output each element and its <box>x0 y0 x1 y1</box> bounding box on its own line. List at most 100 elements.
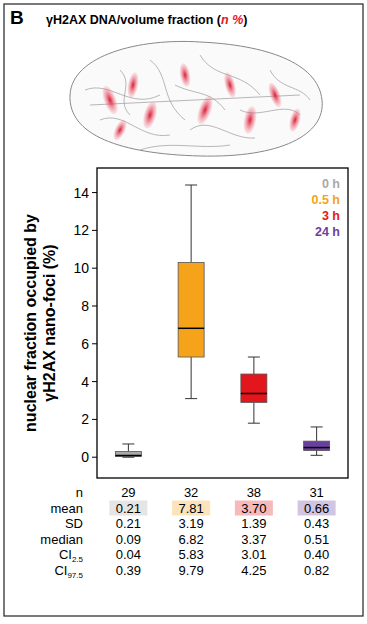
mean-highlight <box>109 501 147 516</box>
whisker-cap <box>185 185 197 186</box>
stats-row-sub: 2.5 <box>72 555 84 564</box>
y-tick <box>92 457 97 458</box>
legend-entry: 0 h <box>322 177 340 191</box>
stats-cell: 0.09 <box>116 532 141 547</box>
foci <box>111 118 129 142</box>
y-axis-title-line: nuclear fraction occupied by <box>22 214 39 432</box>
whisker-high <box>128 444 129 452</box>
foci <box>194 94 216 126</box>
stats-cell: 0.66 <box>304 501 329 516</box>
stats-row-label: SD <box>65 516 83 531</box>
whisker-high <box>316 427 317 441</box>
stats-cell: 38 <box>247 485 261 500</box>
y-tick <box>92 192 97 193</box>
median-line <box>115 455 141 457</box>
y-tick <box>92 305 97 306</box>
y-tick-label: 10 <box>73 260 89 276</box>
whisker-high <box>253 357 254 374</box>
y-tick-label: 4 <box>81 374 89 390</box>
chromatin-line <box>100 118 170 136</box>
y-axis-title-line: γH2AX nano-foci (%) <box>41 244 58 401</box>
legend-entry: 0.5 h <box>312 193 341 207</box>
chromatin-line <box>175 85 225 110</box>
mean-highlight <box>172 501 210 516</box>
figure: BγH2AX DNA/volume fraction (n %) 0 2 4 6 8 10 1… <box>0 0 367 624</box>
stats-cell: 7.81 <box>178 501 203 516</box>
stats-cell: 6.82 <box>178 532 203 547</box>
whisker-cap <box>122 443 134 444</box>
y-tick <box>92 268 97 269</box>
box <box>115 452 141 457</box>
whisker-cap <box>122 457 134 458</box>
panel-letter: B <box>10 7 24 28</box>
stats-row-label: median <box>40 532 83 547</box>
y-tick <box>92 381 97 382</box>
foci <box>266 81 284 109</box>
stats-row-label: CI97.5 <box>54 563 83 580</box>
y-tick-label: 6 <box>81 336 89 352</box>
chromatin-line <box>90 95 300 105</box>
stats-cell: 0.04 <box>116 547 141 562</box>
stats-cell: 0.82 <box>304 563 329 578</box>
box <box>178 263 204 358</box>
chromatin-line <box>140 145 230 150</box>
title-part: ) <box>243 13 247 27</box>
plot-frame <box>97 168 348 478</box>
box <box>304 441 330 450</box>
median-line <box>304 447 330 449</box>
y-tick <box>92 230 97 231</box>
stats-cell: 0.21 <box>116 501 141 516</box>
whisker-cap <box>248 423 260 424</box>
foci <box>141 100 160 130</box>
stats-cell: 0.39 <box>116 563 141 578</box>
y-axis-title: nuclear fraction occupied byγH2AX nano-f… <box>22 214 58 432</box>
stats-cell: 4.25 <box>241 563 266 578</box>
stats-cell: 32 <box>184 485 198 500</box>
stats-cell: 3.19 <box>178 516 203 531</box>
y-tick-label: 12 <box>73 222 89 238</box>
stats-cell: 5.83 <box>178 547 203 562</box>
mean-highlight <box>235 501 273 516</box>
legend-entry: 24 h <box>315 225 340 239</box>
stats-cell: 0.40 <box>304 547 329 562</box>
nucleus-illustration <box>70 41 322 156</box>
chromatin-line <box>85 88 160 99</box>
legend-entry: 3 h <box>322 209 340 223</box>
stats-cell: 29 <box>121 485 135 500</box>
stats-row-label: CI2.5 <box>59 547 84 564</box>
y-tick <box>92 343 97 344</box>
y-tick-label: 14 <box>73 185 89 201</box>
stats-cell: 9.79 <box>178 563 203 578</box>
whisker-cap <box>248 357 260 358</box>
boxes <box>115 185 329 457</box>
box <box>241 374 267 402</box>
stats-cell: 0.43 <box>304 516 329 531</box>
whisker-low <box>253 402 254 423</box>
title: γH2AX DNA/volume fraction (n %) <box>46 13 247 27</box>
title-part: n % <box>221 13 243 27</box>
whisker-cap <box>311 455 323 456</box>
foci <box>287 107 303 133</box>
foci <box>242 105 259 135</box>
median-line <box>178 328 204 330</box>
foci <box>126 71 140 98</box>
stats-row-label: n <box>76 485 83 500</box>
stats-row-label: mean <box>50 501 83 516</box>
stats-cell: 0.21 <box>116 516 141 531</box>
y-tick-label: 2 <box>81 411 89 427</box>
median-line <box>241 393 267 395</box>
stats-cell: 1.39 <box>241 516 266 531</box>
foci <box>178 62 192 87</box>
whisker-high <box>191 185 192 263</box>
y-tick-label: 8 <box>81 298 89 314</box>
stats-cell: 3.70 <box>241 501 266 516</box>
foci <box>222 71 238 99</box>
whisker-cap <box>185 398 197 399</box>
stats-cell: 0.51 <box>304 532 329 547</box>
panel-frame <box>4 4 363 616</box>
mean-highlight <box>298 501 336 516</box>
stats-cell: 31 <box>309 485 323 500</box>
nucleus-outline <box>70 41 322 156</box>
y-tick-label: 0 <box>81 449 89 465</box>
stats-row-sub: 97.5 <box>67 571 83 580</box>
